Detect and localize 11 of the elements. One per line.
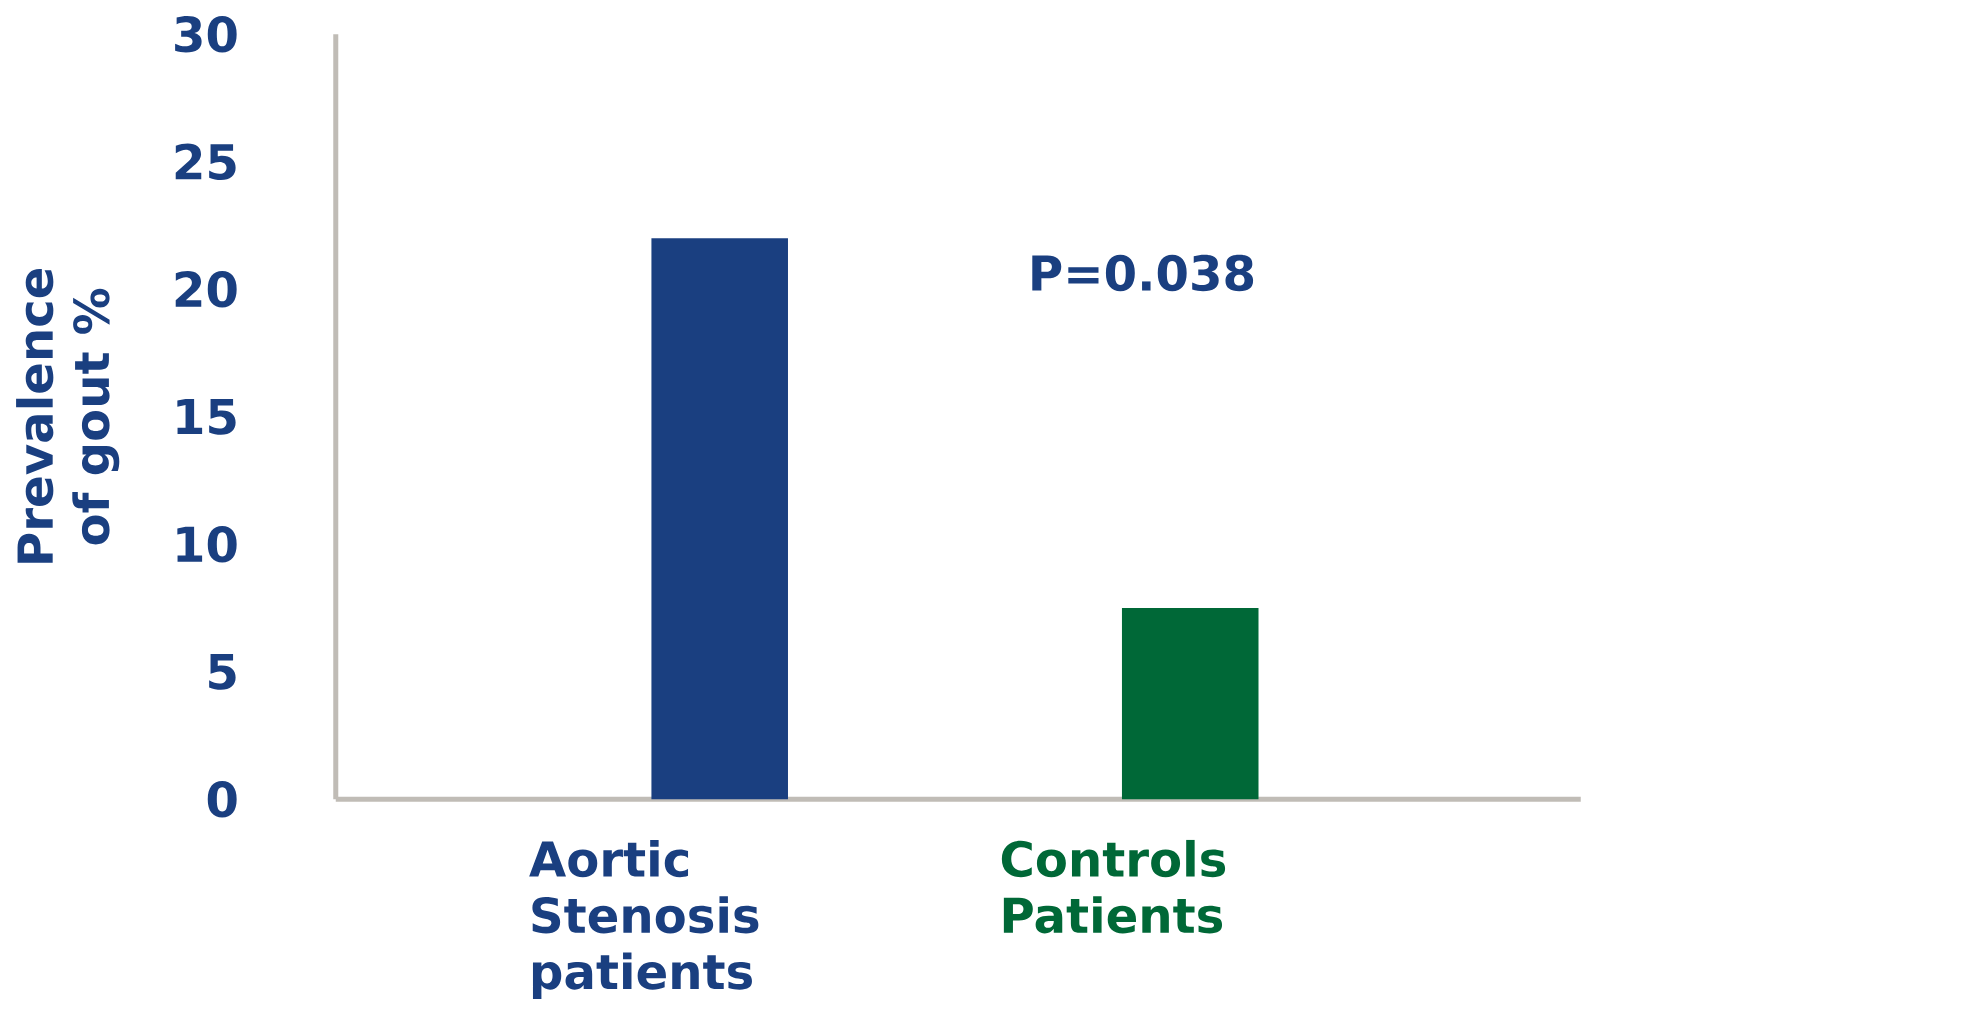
y-tick-label: 30 [175,16,237,53]
y-axis-title: Prevalence of gout % [16,268,120,563]
y-tick-label: 25 [175,143,236,180]
x-tick-label: Controls Patients [1001,839,1226,934]
y-tick-label: 5 [209,653,236,690]
y-tick-label: 0 [207,781,237,818]
y-tick-label: 20 [175,271,237,308]
y-tick-label: 10 [177,526,237,563]
y-tick-label: 15 [177,398,236,435]
annotation: P=0.038 [1032,254,1254,292]
x-tick-label: Aortic Stenosis patients [529,839,759,999]
